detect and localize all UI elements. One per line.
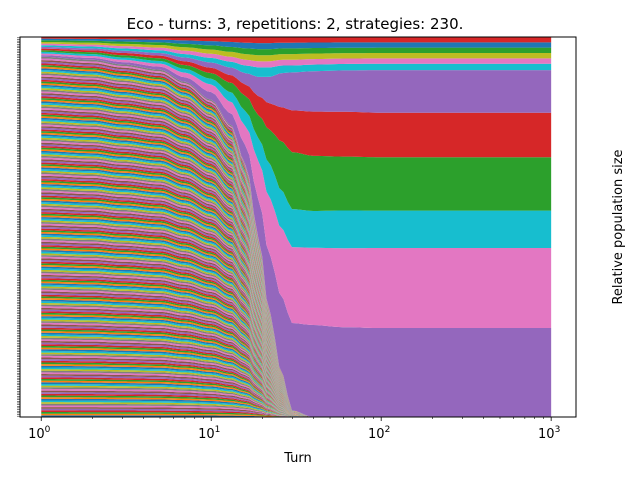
area-strategy-6 (41, 407, 552, 417)
area-strategy-l-red- (41, 37, 552, 44)
axes-frame (19, 36, 577, 418)
y-axis-label: Relative population size (611, 149, 626, 304)
area-strategy-2 (41, 413, 552, 417)
stacked-areas (41, 37, 552, 418)
area-strategy-h-pink- (41, 43, 552, 68)
area-strategy-4 (41, 410, 552, 417)
x-tick-label: 101 (198, 425, 220, 442)
chart-title: Eco - turns: 3, repetitions: 2, strategi… (127, 15, 464, 33)
area-strategy-j-green- (41, 40, 552, 56)
area-strategy-e-red- (41, 48, 552, 158)
area-strategy-5 (41, 408, 552, 417)
area-strategy-d-green- (41, 50, 552, 211)
area-strategy-3 (41, 412, 552, 417)
area-strategy-10 (41, 400, 552, 417)
x-tick-label: 103 (538, 425, 560, 442)
area-strategy-c-cyan- (41, 51, 552, 249)
area-strategy-7 (41, 405, 552, 417)
area-strategy-9 (41, 402, 552, 417)
area-strategy-i-olive- (41, 41, 552, 62)
x-axis-ticks: 100 101 102 103 (28, 417, 560, 442)
area-strategy-8 (41, 403, 552, 417)
area-strategy-g-cyan- (41, 45, 552, 77)
area-strategy-b-pink- (41, 53, 552, 329)
area-strategy-a-purple- (41, 55, 552, 418)
x-axis-label: Turn (283, 451, 312, 466)
area-strategy-k-blue- (41, 38, 552, 50)
area-strategy-f-purple- (41, 46, 552, 113)
x-tick-label: 100 (28, 425, 51, 442)
x-tick-label: 102 (368, 425, 390, 442)
